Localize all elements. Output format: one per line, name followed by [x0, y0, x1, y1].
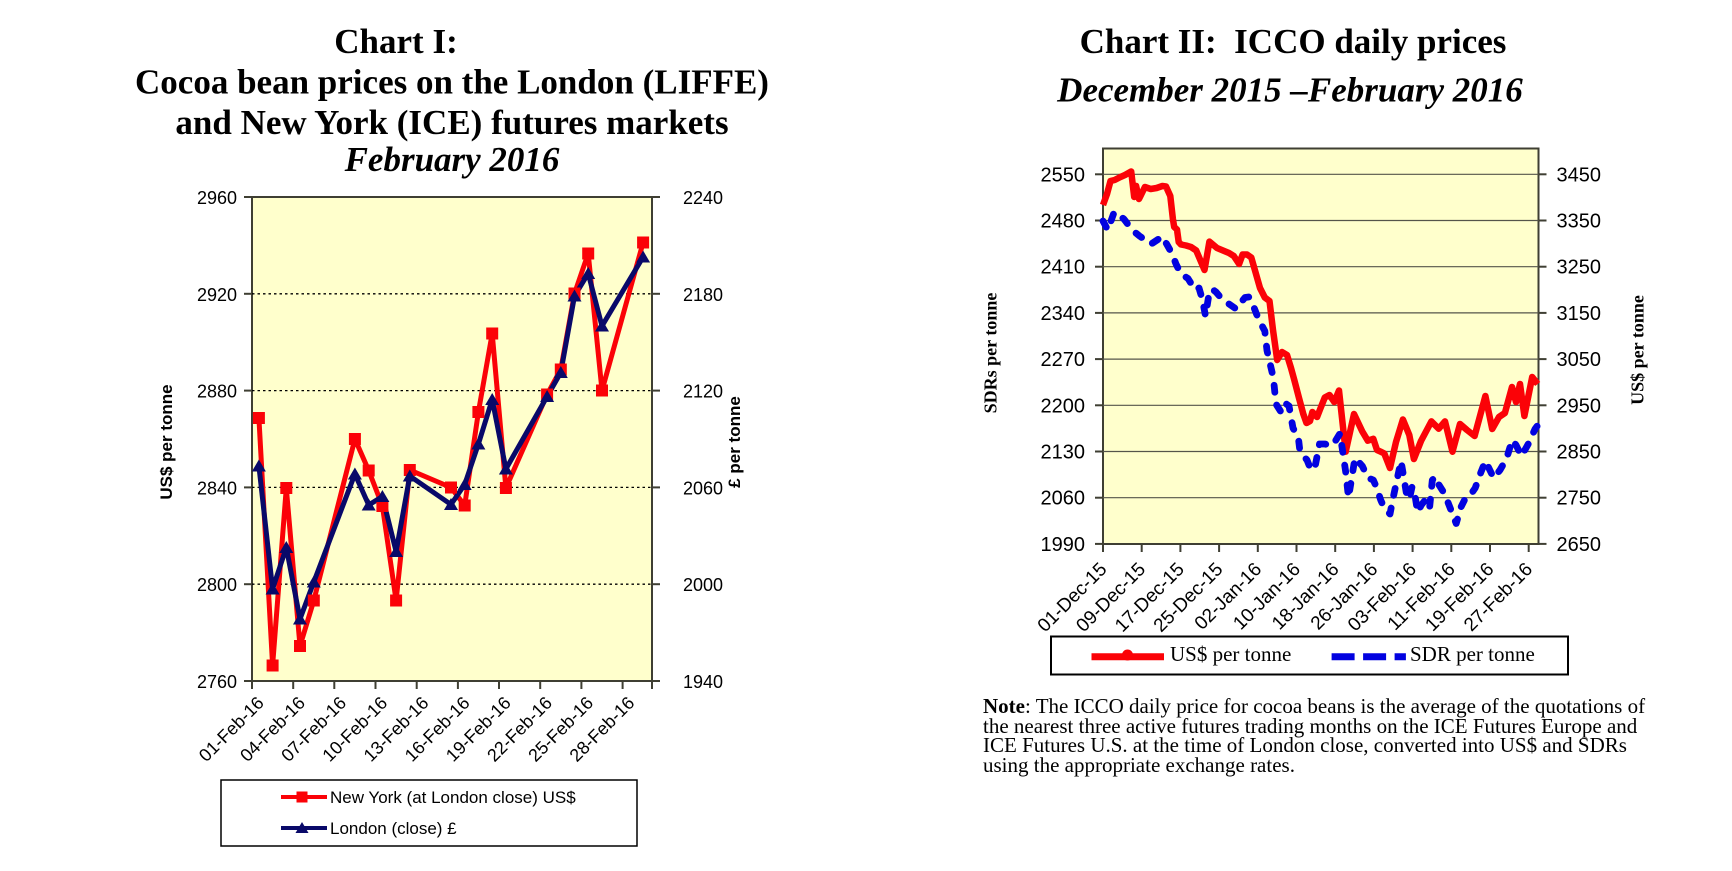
svg-text:2410: 2410	[1041, 257, 1086, 279]
svg-text:Chart I:: Chart I:	[334, 22, 457, 61]
svg-text:US$ per tonne: US$ per tonne	[1628, 295, 1648, 405]
svg-text:SDR per tonne: SDR per tonne	[1410, 642, 1535, 666]
svg-text:2550: 2550	[1041, 164, 1086, 186]
svg-text:3050: 3050	[1557, 349, 1602, 371]
svg-text:December 2015 –February 2016: December 2015 –February 2016	[1056, 71, 1523, 110]
svg-text:2120: 2120	[683, 382, 723, 402]
svg-text:2340: 2340	[1041, 303, 1086, 325]
svg-text:2760: 2760	[197, 672, 237, 692]
svg-text:2130: 2130	[1041, 442, 1086, 464]
svg-text:February 2016: February 2016	[344, 140, 560, 179]
svg-text:2950: 2950	[1557, 395, 1602, 417]
svg-text:2920: 2920	[197, 285, 237, 305]
svg-text:2200: 2200	[1041, 395, 1086, 417]
svg-text:2000: 2000	[683, 575, 723, 595]
svg-text:Cocoa bean prices on the Londo: Cocoa bean prices on the London (LIFFE)	[135, 63, 769, 102]
svg-text:2060: 2060	[683, 478, 723, 498]
svg-text:2880: 2880	[197, 382, 237, 402]
svg-text:3150: 3150	[1557, 303, 1602, 325]
svg-text:2800: 2800	[197, 575, 237, 595]
svg-text:2960: 2960	[197, 188, 237, 208]
svg-text:2060: 2060	[1041, 488, 1086, 510]
svg-text:2240: 2240	[683, 188, 723, 208]
svg-text:US$ per tonne: US$ per tonne	[157, 384, 176, 499]
svg-text:2840: 2840	[197, 478, 237, 498]
svg-text:2270: 2270	[1041, 349, 1086, 371]
svg-text:3350: 3350	[1557, 211, 1602, 233]
svg-text:1990: 1990	[1041, 534, 1086, 556]
svg-text:Chart II: ICCO daily prices: Chart II: ICCO daily prices	[1080, 22, 1507, 61]
svg-text:3450: 3450	[1557, 164, 1602, 186]
svg-text:2650: 2650	[1557, 534, 1602, 556]
svg-text:and New York (ICE) futures mar: and New York (ICE) futures markets	[175, 103, 728, 142]
svg-text:SDRs per tonne: SDRs per tonne	[981, 293, 1001, 414]
svg-text:New York (at London close) US$: New York (at London close) US$	[330, 788, 576, 807]
svg-text:1940: 1940	[683, 672, 723, 692]
svg-text:3250: 3250	[1557, 257, 1602, 279]
svg-text:US$ per tonne: US$ per tonne	[1170, 642, 1291, 666]
svg-text:2480: 2480	[1041, 211, 1086, 233]
svg-text:2850: 2850	[1557, 442, 1602, 464]
svg-text:2750: 2750	[1557, 488, 1602, 510]
svg-text:2180: 2180	[683, 285, 723, 305]
svg-text:London (close) £: London (close) £	[330, 819, 457, 838]
svg-text:£ per tonne: £ per tonne	[725, 396, 744, 488]
